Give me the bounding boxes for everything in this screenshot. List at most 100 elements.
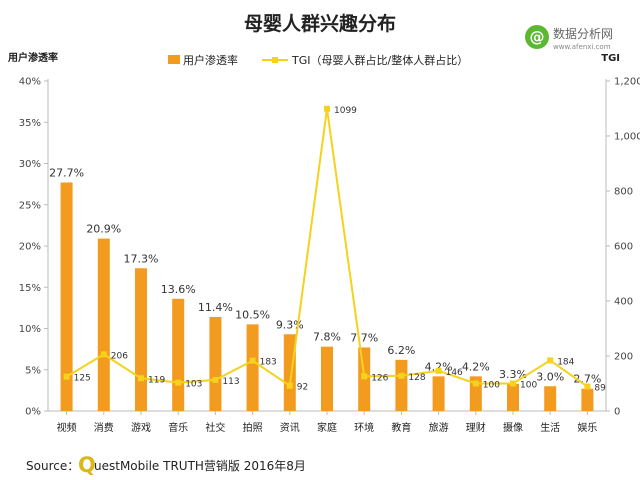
tgi-point	[324, 105, 330, 112]
tgi-point	[138, 375, 144, 382]
bar	[581, 388, 594, 411]
bar-data-label: 3.0%	[536, 370, 564, 383]
bar	[172, 298, 185, 411]
questmobile-logo-letter: Q	[78, 453, 96, 477]
y-axis-title: 用户渗透率	[7, 51, 58, 64]
y-tick-label: 5%	[25, 365, 41, 376]
y2-tick-label: 400	[614, 297, 633, 308]
bar-data-label: 4.2%	[462, 360, 490, 373]
source-label: Source：	[26, 459, 79, 473]
tgi-data-label: 103	[185, 380, 202, 390]
bar-data-label: 20.9%	[86, 223, 121, 236]
x-category-label: 环境	[354, 421, 374, 434]
legend-swatch-bar	[168, 55, 180, 64]
tgi-point	[63, 373, 70, 380]
x-category-label: 娱乐	[577, 421, 597, 434]
tgi-point	[510, 380, 516, 387]
x-category-label: 摄像	[503, 421, 523, 434]
x-category-label: 资讯	[280, 422, 300, 434]
brand-logo-icon	[525, 25, 549, 49]
tgi-line-series	[63, 105, 591, 390]
bar	[321, 346, 333, 411]
tgi-point	[175, 379, 182, 386]
bar-data-label: 4.2%	[425, 360, 453, 373]
bar	[209, 316, 222, 411]
x-category-label: 生活	[540, 421, 560, 434]
tgi-data-label: 89	[594, 384, 606, 394]
x-category-label: 理财	[466, 421, 486, 434]
tgi-data-label: 184	[557, 357, 574, 367]
tgi-point	[547, 357, 554, 364]
bar-data-label: 10.5%	[235, 308, 270, 321]
tgi-data-label: 100	[520, 381, 537, 391]
y-tick-label: 30%	[19, 159, 41, 170]
bar	[246, 324, 259, 411]
brand-logo: @ 数据分析网 www.afenxi.com	[525, 25, 613, 51]
tgi-data-label: 100	[483, 381, 500, 391]
bar-data-label: 11.4%	[198, 301, 233, 314]
tgi-data-label: 113	[222, 377, 239, 387]
bar	[507, 383, 519, 411]
y-tick-label: 35%	[19, 118, 41, 129]
y2-tick-label: 0	[614, 407, 620, 418]
y2-tick-label: 800	[614, 187, 633, 198]
x-category-label: 教育	[391, 421, 411, 434]
y-tick-label: 0%	[25, 407, 41, 418]
legend-label-bar: 用户渗透率	[183, 53, 238, 67]
x-category-label: 旅游	[429, 421, 449, 434]
legend-swatch-marker	[272, 57, 278, 63]
tgi-data-label: 1099	[334, 106, 357, 116]
y-tick-label: 15%	[19, 283, 41, 294]
y2-tick-label: 1,200	[614, 77, 640, 88]
bar-data-label: 7.8%	[313, 331, 341, 344]
bar-data-label: 27.7%	[49, 166, 84, 179]
y-axis-ticks: 0% 5% 10% 15% 20% 25% 30% 35% 40%	[19, 77, 48, 418]
tgi-data-label: 128	[408, 373, 425, 383]
tgi-point	[472, 380, 479, 387]
y2-axis-ticks: 0 200 400 600 800 1,000 1,200	[606, 77, 640, 418]
tgi-data-label: 92	[297, 383, 308, 393]
bar	[60, 182, 73, 411]
tgi-point	[435, 367, 442, 374]
y2-tick-label: 200	[614, 352, 633, 363]
bar-data-label: 6.2%	[387, 344, 415, 357]
tgi-point	[398, 372, 405, 379]
y2-axis-title: TGI	[601, 53, 620, 64]
tgi-data-label: 126	[371, 373, 388, 383]
tgi-point	[212, 376, 219, 383]
x-category-label: 视频	[57, 421, 77, 434]
tgi-data-label: 146	[446, 368, 463, 378]
brand-name: 数据分析网	[553, 26, 613, 41]
bar	[395, 359, 408, 411]
x-category-label: 社交	[205, 421, 225, 434]
x-category-label: 家庭	[317, 421, 337, 434]
bar	[432, 376, 445, 411]
tgi-point	[100, 351, 107, 358]
y2-tick-label: 1,000	[614, 132, 640, 143]
tgi-data-label: 183	[260, 358, 277, 368]
source-text: uestMobile TRUTH营销版 2016年8月	[94, 459, 306, 473]
tgi-point	[286, 382, 293, 389]
y2-tick-label: 600	[614, 242, 633, 253]
bar	[97, 238, 110, 411]
bar	[283, 334, 296, 411]
x-axis-categories: 视频 消费 游戏 音乐 社交 拍照 资讯 家庭 环境 教育 旅游 理财 摄像 生活 娱乐	[57, 411, 597, 434]
tgi-point	[249, 357, 256, 364]
tgi-point	[584, 383, 591, 390]
legend-label-line: TGI（母婴人群占比/整体人群占比）	[291, 53, 468, 67]
y-tick-label: 20%	[19, 242, 41, 253]
bar	[135, 268, 147, 411]
chart-title: 母婴人群兴趣分布	[244, 12, 396, 35]
tgi-data-label: 119	[148, 375, 165, 385]
tgi-data-label: 125	[74, 374, 91, 384]
tgi-data-label: 206	[111, 351, 128, 361]
x-category-label: 游戏	[131, 421, 151, 434]
brand-url: www.afenxi.com	[553, 43, 611, 51]
tgi-point	[361, 373, 368, 380]
x-category-label: 拍照	[243, 421, 263, 434]
tgi-data-labels: 125 206 119 103 113 183 92 1099 126 128 146 100 100 1…	[74, 106, 607, 394]
bar-data-label: 17.3%	[124, 252, 159, 265]
x-category-label: 消费	[94, 421, 114, 434]
x-category-label: 音乐	[168, 421, 188, 434]
bar-data-label: 3.3%	[499, 368, 527, 381]
